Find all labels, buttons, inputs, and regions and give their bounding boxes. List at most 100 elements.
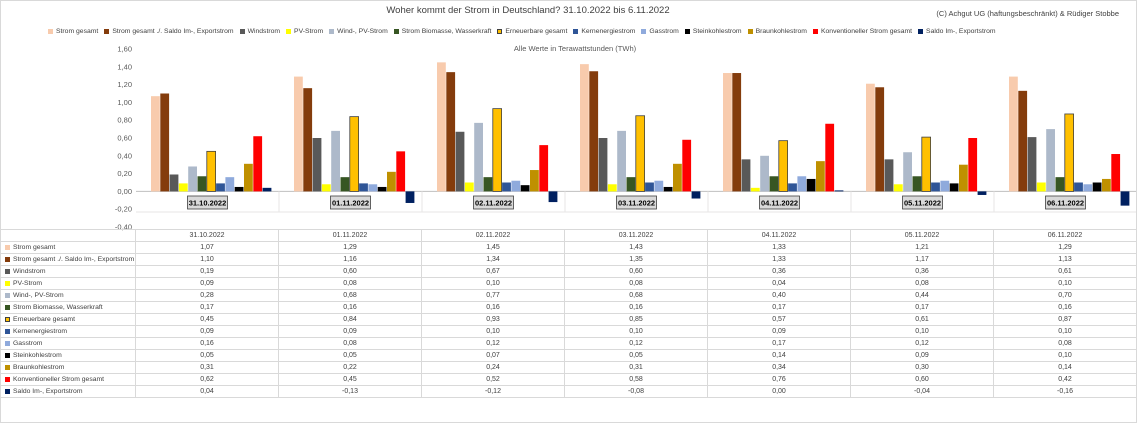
y-tick-label: 1,40: [117, 62, 132, 71]
table-cell: 0,05: [136, 350, 279, 362]
table-row-gasstrom: Gasstrom 0,16 0,08 0,12 0,12 0,17 0,12 0,08: [0, 338, 1137, 350]
legend-item-steinkohlestrom: Steinkohlestrom: [684, 28, 742, 35]
table-cell: -0,12: [422, 386, 565, 398]
legend-label: Braunkohlestrom: [755, 28, 807, 35]
table-row-label-text: Steinkohlestrom: [13, 352, 62, 359]
table-header-cell: 03.11.2022: [565, 230, 708, 242]
category-label-text: 01.11.2022: [332, 199, 369, 208]
legend-swatch: [497, 29, 503, 34]
table-cell: 1,43: [565, 242, 708, 254]
bar-strom-gesamt-31-10-2022: [151, 96, 160, 192]
table-cell: 0,31: [136, 362, 279, 374]
bar-windstrom-06-11-2022: [1027, 137, 1037, 192]
table-row-label: Braunkohlestrom: [0, 362, 136, 374]
y-tick-label: 1,20: [117, 80, 132, 89]
bar-strom-gesamt-saldo-im-exportstrom-04-11-2022: [732, 73, 742, 192]
category-label-text: 31.10.2022: [189, 199, 227, 208]
table-cell: 0,68: [279, 290, 422, 302]
legend-swatch: [239, 29, 245, 34]
table-cell: 0,09: [136, 278, 279, 290]
legend-label: Strom gesamt: [56, 28, 99, 35]
legend-item-erneuerbare-gesamt: Erneuerbare gesamt: [497, 28, 567, 35]
table-cell: 0,10: [422, 278, 565, 290]
category-label-box: [473, 195, 514, 210]
legend-item-strom-gesamt: Strom gesamt: [48, 28, 98, 35]
category-label-03-11-2022: 03.11.2022: [616, 195, 657, 210]
bar-wind-pv-strom-02-11-2022: [474, 122, 483, 192]
table-cell: 0,12: [565, 338, 708, 350]
bar-konventioneller-strom-gesamt-06-11-2022: [1111, 154, 1121, 192]
bar-strom-biomasse-wasserkraft-05-11-2022: [912, 176, 922, 192]
table-cell: 0,61: [994, 266, 1137, 278]
table-row-saldo-im-exportstrom: Saldo Im-, Exportstrom 0,04 -0,13 -0,12 -0,0…: [0, 386, 1137, 398]
table-cell: 0,61: [851, 314, 994, 326]
table-cell: 1,07: [136, 242, 279, 254]
table-cell: 1,33: [708, 242, 851, 254]
category-label-text: 06.11.2022: [1047, 199, 1084, 208]
bar-saldo-im-exportstrom-01-11-2022: [405, 191, 415, 203]
bar-konventioneller-strom-gesamt-05-11-2022: [968, 138, 978, 192]
table-legend-swatch: [5, 281, 10, 286]
table-cell: 0,42: [994, 374, 1137, 386]
category-label-box: [902, 195, 943, 210]
table-row-label-text: Strom Biomasse, Wasserkraft: [13, 304, 103, 311]
table-cell: 0,60: [851, 374, 994, 386]
bar-konventioneller-strom-gesamt-31-10-2022: [253, 136, 263, 192]
bar-strom-gesamt-06-11-2022: [1009, 76, 1018, 192]
bar-steinkohlestrom-06-11-2022: [1092, 182, 1102, 192]
bar-strom-biomasse-wasserkraft-01-11-2022: [340, 177, 350, 192]
table-cell: 0,16: [565, 302, 708, 314]
table-cell: 0,16: [422, 302, 565, 314]
table-cell: 0,17: [708, 302, 851, 314]
table-cell: 0,60: [565, 266, 708, 278]
bar-pv-strom-03-11-2022: [607, 184, 617, 192]
table-cell: 0,08: [279, 278, 422, 290]
table-cell: 0,44: [851, 290, 994, 302]
bar-saldo-im-exportstrom-04-11-2022: [834, 190, 844, 192]
table-legend-swatch: [5, 305, 10, 310]
table-cell: -0,16: [994, 386, 1137, 398]
table-cell: 0,84: [279, 314, 422, 326]
legend-label: Gasstrom: [649, 28, 679, 35]
bar-kernenergiestrom-31-10-2022: [216, 183, 225, 192]
chart-subtitle: Alle Werte in Terawattstunden (TWh): [513, 44, 637, 53]
table-cell: 0,00: [708, 386, 851, 398]
bar-pv-strom-05-11-2022: [893, 184, 903, 192]
table-cell: 1,45: [422, 242, 565, 254]
bar-braunkohlestrom-06-11-2022: [1102, 178, 1111, 192]
legend-label: Steinkohlestrom: [692, 28, 742, 35]
table-row-strom-biomasse-wasserkraft: Strom Biomasse, Wasserkraft 0,17 0,16 0,16 0…: [0, 302, 1137, 314]
table-cell: 0,31: [565, 362, 708, 374]
table-cell: -0,13: [279, 386, 422, 398]
bar-kernenergiestrom-05-11-2022: [931, 182, 940, 192]
table-row-label: Strom Biomasse, Wasserkraft: [0, 302, 136, 314]
legend-item-kernenergiestrom: Kernenergiestrom: [573, 28, 635, 35]
table-cell: 0,19: [136, 266, 279, 278]
bar-kernenergiestrom-04-11-2022: [788, 183, 797, 192]
table-cell: 0,60: [279, 266, 422, 278]
legend-swatch: [329, 29, 335, 34]
table-header-cell: 06.11.2022: [994, 230, 1137, 242]
table-cell: 0,62: [136, 374, 279, 386]
table-row-label: Strom gesamt ./. Saldo Im-, Exportstrom: [0, 254, 136, 266]
table-cell: 1,16: [279, 254, 422, 266]
bar-wind-pv-strom-01-11-2022: [331, 130, 340, 192]
table-row-braunkohlestrom: Braunkohlestrom 0,31 0,22 0,24 0,31 0,34 0,30 0…: [0, 362, 1137, 374]
table-cell: 1,21: [851, 242, 994, 254]
table-cell: 1,17: [851, 254, 994, 266]
table-cell: 0,87: [994, 314, 1137, 326]
bar-strom-gesamt-saldo-im-exportstrom-31-10-2022: [160, 93, 170, 192]
legend-label: Saldo Im-, Exportstrom: [926, 28, 996, 35]
bar-saldo-im-exportstrom-02-11-2022: [548, 191, 558, 203]
table-row-konventioneller-strom-gesamt: Konventioneller Strom gesamt 0,62 0,45 0,52…: [0, 374, 1137, 386]
bar-saldo-im-exportstrom-05-11-2022: [977, 191, 987, 195]
table-cell: 0,17: [136, 302, 279, 314]
legend-item-wind-pv-strom: Wind-, PV-Strom: [329, 28, 388, 35]
legend-item-strom-biomasse-wasserkraft: Strom Biomasse, Wasserkraft: [393, 28, 492, 35]
table-cell: 0,36: [851, 266, 994, 278]
legend-label: Strom Biomasse, Wasserkraft: [401, 28, 492, 35]
legend-label: Strom gesamt ./. Saldo Im-, Exportstrom: [112, 28, 234, 35]
bar-strom-gesamt-saldo-im-exportstrom-01-11-2022: [303, 88, 313, 192]
table-legend-swatch: [5, 389, 10, 394]
table-legend-swatch: [5, 245, 10, 250]
